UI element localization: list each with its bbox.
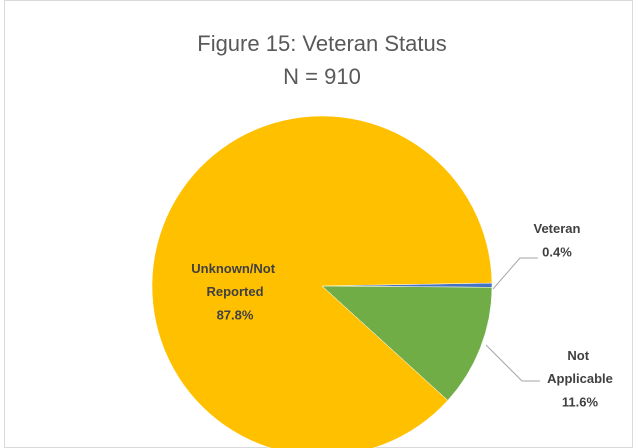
pie-slice <box>151 115 493 448</box>
value-label: 87.8% <box>217 307 254 322</box>
labels: Veteran 0.4% Not Applicable 11.6% Unknown/No… <box>191 221 613 409</box>
category-label: Unknown/Not Reported <box>191 261 278 299</box>
category-label: Not Applicable <box>547 348 613 386</box>
chart-title: Figure 15: Veteran Status <box>197 31 447 56</box>
category-label: Veteran <box>534 221 581 236</box>
value-label: 11.6% <box>562 394 599 409</box>
chart-subtitle: N = 910 <box>283 64 361 89</box>
leader-line <box>485 344 540 382</box>
pie-slice <box>321 285 493 401</box>
value-label: 0.4% <box>542 244 572 259</box>
pie <box>151 115 493 448</box>
leader-line <box>492 257 538 290</box>
